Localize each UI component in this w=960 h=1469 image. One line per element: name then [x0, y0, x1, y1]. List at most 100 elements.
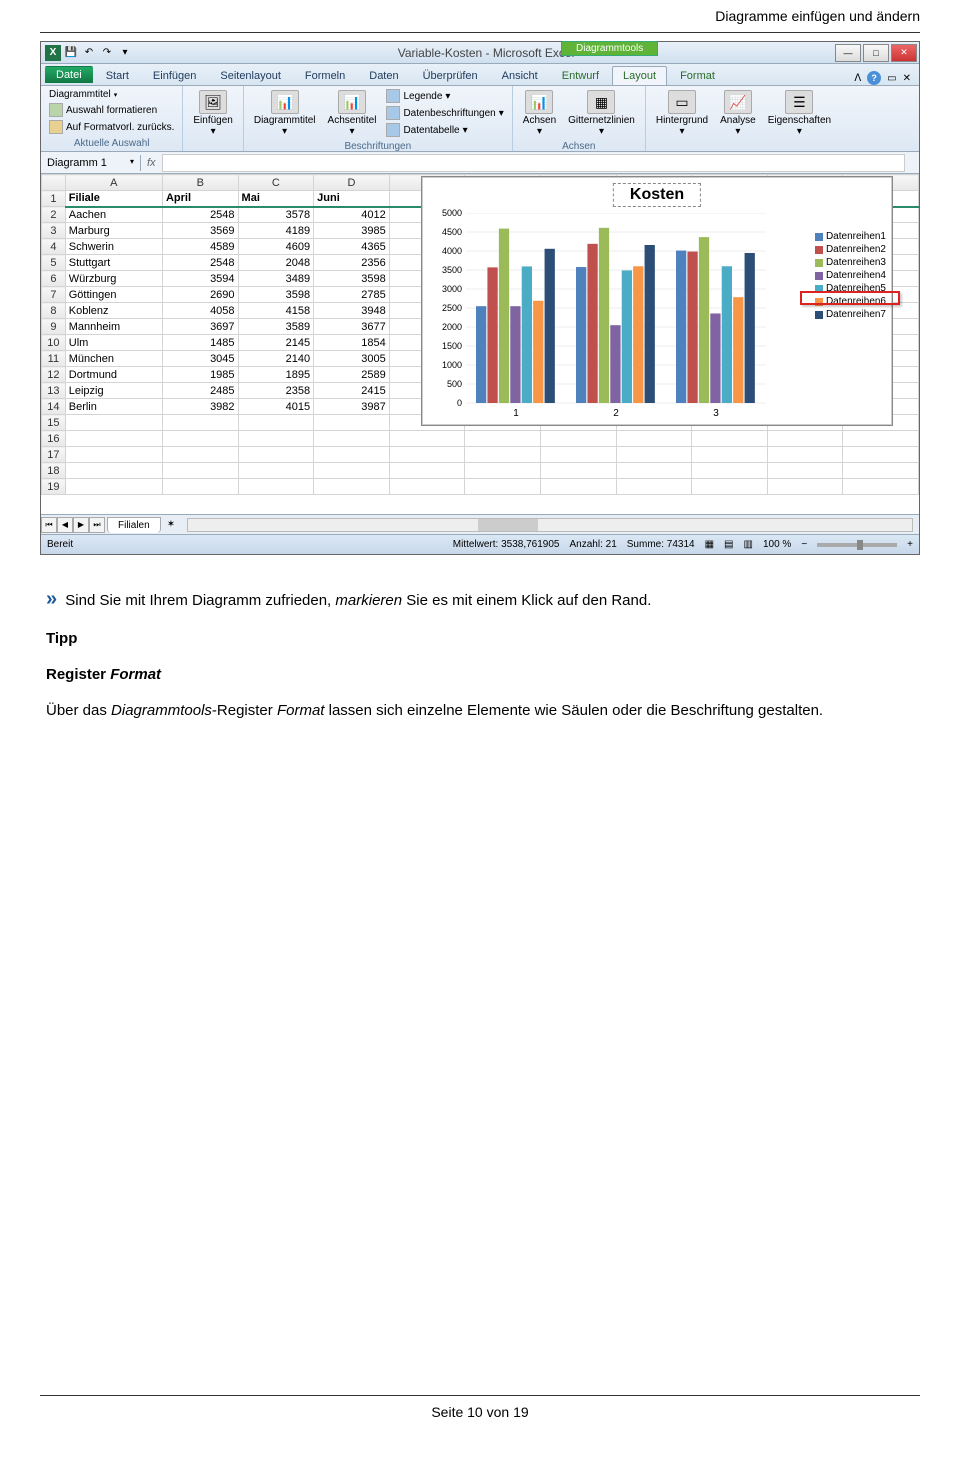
redo-icon[interactable]: ↷	[99, 45, 115, 61]
row-header[interactable]: 13	[42, 383, 66, 399]
page-header: Diagramme einfügen und ändern	[40, 0, 920, 33]
data-table-button[interactable]: Datentabelle ▾	[384, 122, 505, 138]
chart-title-icon: 📊	[271, 90, 299, 114]
column-header[interactable]: A	[65, 175, 162, 191]
legend-item[interactable]: Datenreihen6	[815, 296, 886, 307]
zoom-level[interactable]: 100 %	[763, 539, 791, 550]
chart-x-axis: 123	[466, 408, 766, 419]
view-layout-icon[interactable]: ▤	[724, 539, 733, 550]
tab-insert[interactable]: Einfügen	[142, 66, 207, 85]
analysis-button[interactable]: 📈Analyse▾	[716, 88, 760, 139]
chart-element-dropdown[interactable]: Diagrammtitel ▾	[47, 88, 176, 101]
tab-data[interactable]: Daten	[358, 66, 409, 85]
save-icon[interactable]: 💾	[63, 45, 79, 61]
row-header[interactable]: 1	[42, 191, 66, 207]
row-header[interactable]: 12	[42, 367, 66, 383]
close-button[interactable]: ✕	[891, 44, 917, 62]
sheet-tab[interactable]: Filialen	[107, 517, 161, 533]
background-icon: ▭	[668, 90, 696, 114]
sheet-nav-prev-icon[interactable]: ◀	[57, 517, 73, 533]
tab-pagelayout[interactable]: Seitenlayout	[209, 66, 292, 85]
instruction-line: » Sind Sie mit Ihrem Diagramm zufrieden,…	[46, 585, 914, 614]
horizontal-scrollbar[interactable]	[187, 518, 913, 532]
tab-format[interactable]: Format	[669, 66, 726, 85]
properties-button[interactable]: ☰Eigenschaften▾	[764, 88, 835, 139]
ribbon-group-label	[189, 147, 236, 149]
legend-item[interactable]: Datenreihen3	[815, 257, 886, 268]
maximize-button[interactable]: □	[863, 44, 889, 62]
tab-review[interactable]: Überprüfen	[412, 66, 489, 85]
tab-start[interactable]: Start	[95, 66, 140, 85]
row-header[interactable]: 19	[42, 479, 66, 495]
chart-title[interactable]: Kosten	[613, 183, 701, 207]
legend-item[interactable]: Datenreihen2	[815, 244, 886, 255]
reset-style-button[interactable]: Auf Formatvorl. zurücks.	[47, 119, 176, 135]
zoom-slider[interactable]	[817, 543, 897, 547]
legend-item[interactable]: Datenreihen4	[815, 270, 886, 281]
excel-icon: X	[45, 45, 61, 61]
background-button[interactable]: ▭Hintergrund▾	[652, 88, 712, 139]
status-ready: Bereit	[47, 539, 73, 550]
sheet-nav-next-icon[interactable]: ▶	[73, 517, 89, 533]
tip-label: Tipp	[46, 628, 914, 650]
minimize-button[interactable]: —	[835, 44, 861, 62]
row-header[interactable]: 11	[42, 351, 66, 367]
row-header[interactable]: 9	[42, 319, 66, 335]
axes-button[interactable]: 📊Achsen▾	[519, 88, 560, 139]
sheet-nav-last-icon[interactable]: ⏭	[89, 517, 105, 533]
window-restore-icon[interactable]: ▭	[887, 73, 896, 84]
row-header[interactable]: 2	[42, 207, 66, 223]
row-header[interactable]: 17	[42, 447, 66, 463]
zoom-out-button[interactable]: −	[801, 539, 807, 550]
view-normal-icon[interactable]: ▦	[705, 539, 714, 550]
row-header[interactable]: 6	[42, 271, 66, 287]
row-header[interactable]: 15	[42, 415, 66, 431]
row-header[interactable]: 7	[42, 287, 66, 303]
qa-dropdown-icon[interactable]: ▾	[117, 45, 133, 61]
window-close-icon[interactable]: ✕	[903, 73, 911, 84]
tab-layout[interactable]: Layout	[612, 66, 667, 85]
legend-item[interactable]: Datenreihen5	[815, 283, 886, 294]
view-pagebreak-icon[interactable]: ▥	[744, 539, 753, 550]
tab-view[interactable]: Ansicht	[491, 66, 549, 85]
undo-icon[interactable]: ↶	[81, 45, 97, 61]
new-sheet-icon[interactable]: ✶	[161, 519, 181, 530]
minimize-ribbon-icon[interactable]: ᐱ	[854, 73, 861, 84]
formula-bar-row: Diagramm 1 ▾ fx	[41, 152, 919, 174]
help-icon[interactable]: ?	[867, 71, 881, 85]
column-header[interactable]: D	[314, 175, 390, 191]
row-header[interactable]: 3	[42, 223, 66, 239]
column-header[interactable]: B	[162, 175, 238, 191]
format-selection-button[interactable]: Auswahl formatieren	[47, 102, 176, 118]
tab-design[interactable]: Entwurf	[551, 66, 610, 85]
bullet-icon: »	[46, 588, 57, 610]
sheet-nav-first-icon[interactable]: ⏮	[41, 517, 57, 533]
formula-bar[interactable]	[162, 154, 905, 172]
gridlines-button[interactable]: ▦Gitternetzlinien▾	[564, 88, 639, 139]
row-header[interactable]: 8	[42, 303, 66, 319]
insert-button[interactable]: 🖼Einfügen▾	[189, 88, 236, 139]
status-count: Anzahl: 21	[570, 539, 617, 550]
row-header[interactable]: 16	[42, 431, 66, 447]
title-bar: X 💾 ↶ ↷ ▾ Variable-Kosten - Microsoft Ex…	[41, 42, 919, 64]
row-header[interactable]: 14	[42, 399, 66, 415]
tab-file[interactable]: Datei	[45, 66, 93, 83]
zoom-in-button[interactable]: +	[907, 539, 913, 550]
row-header[interactable]: 10	[42, 335, 66, 351]
embedded-chart[interactable]: Kosten 500045004000350030002500200015001…	[421, 176, 893, 426]
name-box[interactable]: Diagramm 1 ▾	[41, 155, 141, 171]
chart-title-button[interactable]: 📊Diagrammtitel▾	[250, 88, 320, 139]
data-labels-button[interactable]: Datenbeschriftungen ▾	[384, 105, 505, 121]
worksheet[interactable]: ABCDEFGHIJK1FilialeAprilMaiJuni2Aachen25…	[41, 174, 919, 514]
row-header[interactable]: 4	[42, 239, 66, 255]
axis-title-button[interactable]: 📊Achsentitel▾	[324, 88, 381, 139]
legend-item[interactable]: Datenreihen7	[815, 309, 886, 320]
chart-legend[interactable]: Datenreihen1 Datenreihen2 Datenreihen3 Date…	[815, 231, 886, 322]
row-header[interactable]: 5	[42, 255, 66, 271]
column-header[interactable]: C	[238, 175, 314, 191]
legend-button[interactable]: Legende ▾	[384, 88, 505, 104]
fx-icon[interactable]: fx	[141, 157, 162, 169]
row-header[interactable]: 18	[42, 463, 66, 479]
legend-item[interactable]: Datenreihen1	[815, 231, 886, 242]
tab-formulas[interactable]: Formeln	[294, 66, 356, 85]
